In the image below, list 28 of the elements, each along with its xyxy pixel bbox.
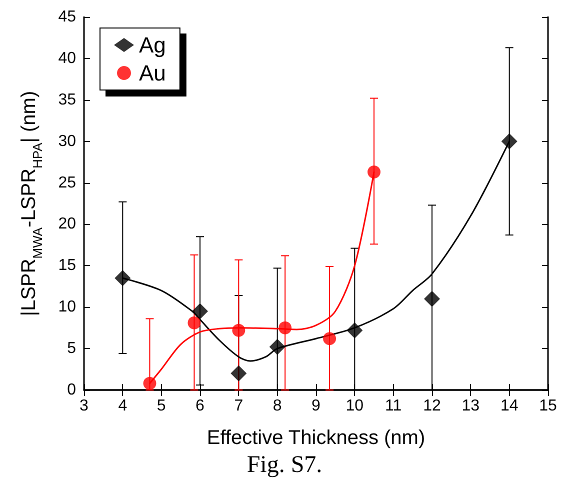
y-tick-label: 30 [58, 132, 76, 150]
x-tick-label: 4 [118, 398, 128, 414]
x-tick-label: 7 [234, 398, 244, 414]
x-tick-label: 11 [385, 398, 402, 414]
x-tick-label: 15 [539, 398, 557, 414]
x-axis-title: Effective Thickness (nm) [206, 427, 426, 449]
caption: Fig. S7. [246, 452, 324, 479]
x-tick-label: 13 [462, 398, 480, 414]
y-tick-label: 40 [58, 50, 76, 67]
y-tick-label: 5 [67, 340, 76, 358]
y-tick-label: 35 [58, 91, 76, 108]
x-tick-label: 10 [346, 398, 364, 414]
y-tick-label: 0 [67, 382, 76, 398]
y-axis-title: |LSPRMWA-LSPRHPA| (nm) [18, 90, 45, 316]
y-tick-label: 20 [58, 216, 76, 233]
y-tick-label: 25 [58, 174, 76, 192]
x-tick-label: 8 [272, 398, 282, 414]
x-tick-label: 12 [423, 398, 441, 414]
x-tick-label: 3 [80, 398, 89, 414]
x-tick-label: 9 [312, 398, 321, 414]
y-tick-label: 10 [58, 298, 76, 316]
x-tick-label: 6 [196, 398, 205, 414]
y-tick-label: 45 [58, 8, 76, 26]
legend-label: Au [139, 60, 166, 86]
x-tick-label: 5 [156, 398, 166, 414]
x-tick-label: 14 [500, 398, 518, 414]
legend-label: Ag [139, 32, 166, 58]
y-tick-label: 15 [58, 257, 76, 274]
